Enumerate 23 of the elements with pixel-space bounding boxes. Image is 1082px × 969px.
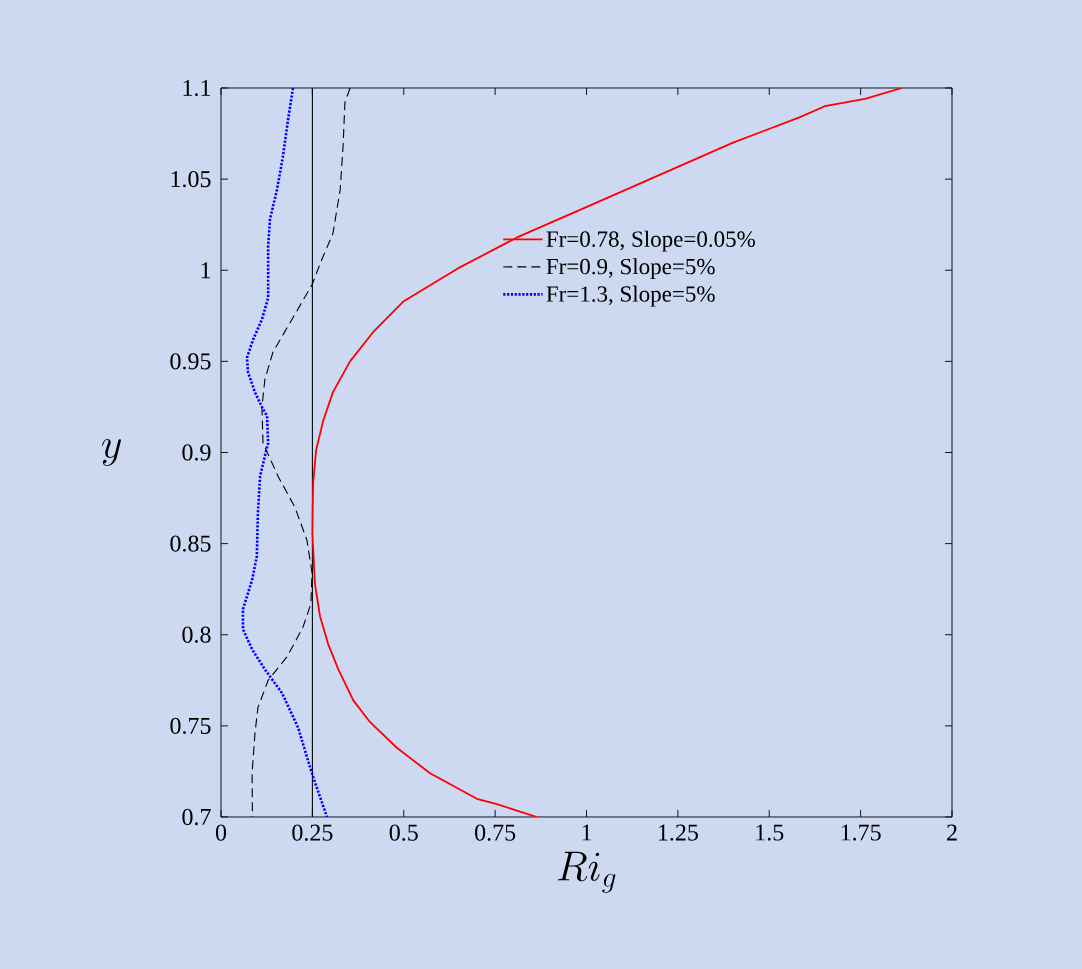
x-tick-label: 1.75 — [841, 824, 881, 841]
y-tick-label: 1 — [201, 262, 211, 279]
x-tick-label: 0.25 — [292, 824, 333, 841]
legend-label: Fr=1.3, Slope=5% — [546, 285, 715, 307]
y-tick-label: 0.8 — [182, 626, 211, 643]
x-tick-label: 0 — [215, 824, 227, 841]
y-tick-label: 0.9 — [182, 444, 211, 461]
y-axis-title: $y$ — [102, 438, 121, 467]
x-tick-label: 2 — [947, 824, 957, 841]
y-tick-label: 0.75 — [170, 717, 211, 735]
y-tick-label: 1.05 — [171, 170, 211, 188]
y-tick-label: 0.95 — [170, 353, 211, 370]
x-tick-label: 1 — [582, 824, 592, 841]
legend-label: Fr=0.9, Slope=5% — [546, 258, 715, 280]
x-tick-label: 0.5 — [389, 824, 418, 841]
x-tick-label: 1.5 — [756, 824, 784, 841]
x-tick-label: 0.75 — [475, 824, 516, 841]
y-tick-label: 1.1 — [183, 79, 211, 97]
y-tick-label: 0.85 — [170, 535, 211, 552]
legend-label: Fr=0.78, Slope=0.05% — [546, 230, 755, 252]
x-axis-title: $Ri_g$ — [557, 851, 616, 893]
x-tick-label: 1.25 — [658, 824, 698, 841]
y-tick-label: 0.7 — [182, 808, 211, 826]
